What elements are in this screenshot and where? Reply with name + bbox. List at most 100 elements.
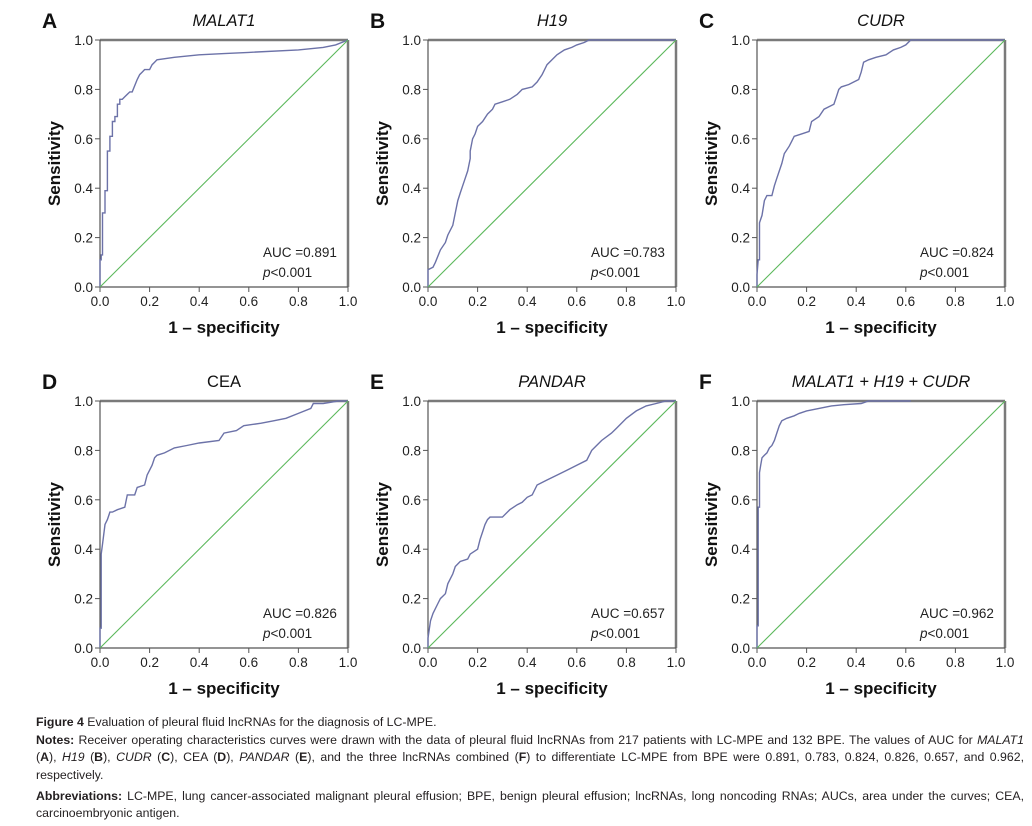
x-axis-label: 1 – specificity: [825, 318, 937, 337]
x-tick-label: 0.6: [239, 294, 258, 309]
y-tick-label: 0.8: [74, 82, 93, 97]
notes-fragment: (: [84, 750, 95, 765]
notes-fragment: ),: [103, 750, 117, 765]
y-tick-label: 0.2: [402, 231, 421, 246]
y-tick-label: 1.0: [402, 33, 421, 48]
x-tick-label: 0.8: [617, 655, 636, 670]
y-axis-label: Sensitivity: [373, 120, 392, 206]
p-value-annotation: p<0.001: [590, 265, 640, 280]
notes-fragment: PANDAR: [239, 750, 290, 765]
x-tick-label: 1.0: [667, 655, 686, 670]
x-tick-label: 0.0: [748, 294, 767, 309]
figure-caption-title: Figure 4 Evaluation of pleural fluid lnc…: [36, 714, 1024, 731]
auc-annotation: AUC =0.826: [263, 606, 337, 621]
notes-body: Receiver operating characteristics curve…: [36, 733, 1024, 782]
x-tick-label: 0.6: [896, 655, 915, 670]
abbreviations-text: LC-MPE, lung cancer-associated malignant…: [36, 789, 1024, 821]
y-tick-label: 0.6: [74, 493, 93, 508]
y-tick-label: 1.0: [74, 394, 93, 409]
x-tick-label: 0.4: [847, 294, 866, 309]
x-tick-label: 0.2: [468, 294, 487, 309]
y-tick-label: 0.2: [74, 592, 93, 607]
notes-fragment: C: [161, 750, 171, 765]
notes-fragment: H19: [62, 750, 85, 765]
y-tick-label: 0.2: [402, 592, 421, 607]
notes-fragment: (: [151, 750, 162, 765]
x-tick-label: 0.6: [896, 294, 915, 309]
panel-letter: E: [370, 371, 384, 394]
notes-fragment: ),: [226, 750, 240, 765]
auc-annotation: AUC =0.657: [591, 606, 665, 621]
notes-fragment: ),: [49, 750, 63, 765]
roc-curve: [427, 400, 676, 648]
y-tick-label: 0.8: [74, 443, 93, 458]
y-tick-label: 0.6: [402, 493, 421, 508]
x-tick-label: 0.0: [748, 655, 767, 670]
chart-panel-b: B H19 0.0 0.2 0.4 0.6 0.8 1.0 0.0 0.2 0.4 0.6 0.8 1.0…: [370, 10, 685, 337]
figure-notes: Notes: Receiver operating characteristic…: [36, 732, 1024, 784]
reference-line: [99, 400, 349, 649]
y-tick-label: 0.4: [731, 181, 750, 196]
notes-fragment: CUDR: [116, 750, 152, 765]
p-value: <0.001: [271, 626, 313, 641]
x-axis-label: 1 – specificity: [496, 318, 608, 337]
notes-fragment: A: [40, 750, 49, 765]
x-tick-label: 1.0: [339, 655, 358, 670]
y-axis-label: Sensitivity: [702, 481, 721, 567]
notes-fragment: ), CEA (: [170, 750, 218, 765]
notes-fragment: MALAT1: [977, 733, 1024, 747]
y-tick-label: 0.4: [402, 542, 421, 557]
x-tick-label: 1.0: [996, 294, 1015, 309]
y-tick-label: 0.4: [74, 542, 93, 557]
y-tick-label: 0.6: [402, 132, 421, 147]
x-tick-label: 1.0: [996, 655, 1015, 670]
chart-panel-a: A MALAT1 0.0 0.2 0.4 0.6 0.8 1.0 0.0 0.2 0.4 0.6 0.8…: [42, 10, 357, 337]
chart-panel-d: D CEA 0.0 0.2 0.4 0.6 0.8 1.0 0.0 0.2 0.4 0.6 0.8 1.0…: [42, 371, 357, 698]
figure-label: Figure 4: [36, 715, 84, 729]
reference-line: [427, 39, 677, 288]
x-tick-label: 0.4: [518, 294, 537, 309]
x-tick-label: 0.2: [797, 294, 816, 309]
p-value: <0.001: [599, 265, 641, 280]
y-tick-label: 0.0: [402, 280, 421, 295]
x-tick-label: 0.0: [91, 655, 110, 670]
x-tick-label: 0.8: [289, 655, 308, 670]
y-tick-label: 0.2: [74, 231, 93, 246]
x-tick-label: 0.4: [518, 655, 537, 670]
x-tick-label: 0.4: [847, 655, 866, 670]
reference-line: [427, 400, 677, 649]
p-value: <0.001: [928, 626, 970, 641]
y-tick-label: 0.6: [731, 493, 750, 508]
x-axis-label: 1 – specificity: [825, 679, 937, 698]
p-value-annotation: p<0.001: [262, 265, 312, 280]
chart-title: H19: [537, 12, 567, 30]
notes-fragment: ) to differentiate LC-MPE from BPE were …: [36, 750, 1024, 782]
y-tick-label: 0.8: [731, 82, 750, 97]
y-tick-label: 0.6: [731, 132, 750, 147]
y-tick-label: 1.0: [74, 33, 93, 48]
notes-fragment: (: [36, 750, 41, 765]
x-tick-label: 0.0: [419, 655, 438, 670]
p-symbol: p: [262, 626, 271, 641]
p-value-annotation: p<0.001: [919, 265, 969, 280]
x-tick-label: 0.6: [567, 294, 586, 309]
reference-line: [99, 39, 349, 288]
y-tick-label: 0.0: [402, 641, 421, 656]
auc-annotation: AUC =0.962: [920, 606, 994, 621]
p-value: <0.001: [928, 265, 970, 280]
y-tick-label: 0.8: [402, 443, 421, 458]
notes-fragment: ), and the three lncRNAs combined (: [307, 750, 519, 765]
x-tick-label: 0.6: [239, 655, 258, 670]
notes-fragment: D: [217, 750, 227, 765]
y-axis-label: Sensitivity: [373, 481, 392, 567]
panel-letter: B: [370, 10, 385, 33]
p-symbol: p: [919, 265, 928, 280]
notes-fragment: E: [299, 750, 308, 765]
notes-fragment: (: [289, 750, 300, 765]
x-tick-label: 0.6: [567, 655, 586, 670]
chart-title: CUDR: [857, 12, 905, 30]
chart-panel-e: E PANDAR 0.0 0.2 0.4 0.6 0.8 1.0 0.0 0.2 0.4 0.6 0.8…: [370, 371, 685, 698]
x-tick-label: 0.8: [946, 655, 965, 670]
p-value: <0.001: [599, 626, 641, 641]
x-tick-label: 0.4: [190, 655, 209, 670]
